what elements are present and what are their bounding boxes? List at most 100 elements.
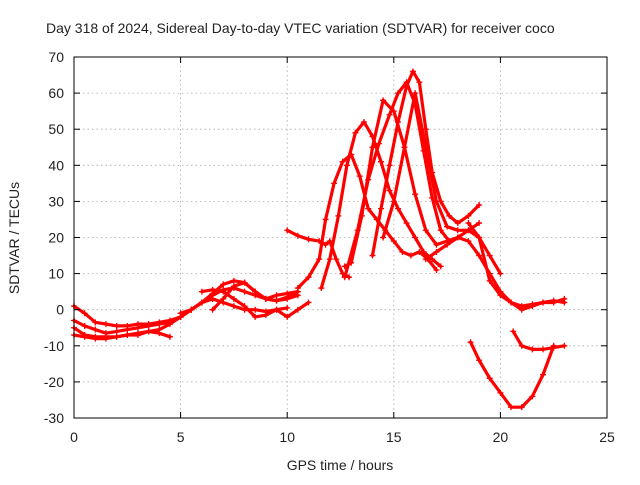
y-tick-label: 0 (56, 302, 64, 318)
data-point (262, 312, 269, 319)
data-point (550, 344, 557, 351)
series-sat-o (422, 234, 568, 310)
data-point (92, 335, 99, 342)
data-point (412, 191, 419, 198)
data-point (294, 306, 301, 313)
data-point (437, 263, 444, 270)
data-point (156, 321, 163, 328)
data-point (198, 299, 205, 306)
series-line (424, 235, 567, 308)
y-tick-label: 10 (48, 266, 64, 282)
data-point (529, 393, 536, 400)
data-point (378, 158, 385, 165)
data-point (177, 310, 184, 317)
data-point (476, 202, 483, 209)
data-point (465, 212, 472, 219)
series-sat-r (510, 328, 568, 353)
x-axis-label: GPS time / hours (287, 457, 394, 473)
data-point (220, 281, 227, 288)
data-point (510, 328, 517, 335)
data-point (284, 313, 291, 320)
data-point (369, 252, 376, 259)
data-point (92, 326, 99, 333)
data-point (124, 331, 131, 338)
data-point (446, 212, 453, 219)
data-point (102, 321, 109, 328)
data-point (102, 335, 109, 342)
data-point (412, 90, 419, 97)
data-point (294, 232, 301, 239)
data-point (433, 241, 440, 248)
data-point (305, 274, 312, 281)
y-tick-label: -20 (44, 374, 64, 390)
data-point (339, 158, 346, 165)
data-point (360, 118, 367, 125)
y-tick-label: 50 (48, 121, 64, 137)
data-point (209, 295, 216, 302)
data-point (322, 241, 329, 248)
data-point (220, 288, 227, 295)
data-point (241, 279, 248, 286)
data-point (518, 342, 525, 349)
data-point (241, 288, 248, 295)
data-point (395, 90, 402, 97)
data-point (273, 306, 280, 313)
data-point (352, 129, 359, 136)
data-point (284, 304, 291, 311)
data-point (318, 285, 325, 292)
y-tick-label: 70 (48, 49, 64, 65)
data-point (145, 328, 152, 335)
series-sat-g (209, 279, 301, 313)
data-point (412, 234, 419, 241)
data-point (369, 144, 376, 151)
data-point (331, 180, 338, 187)
series-sat-q (467, 339, 557, 411)
data-point (508, 299, 515, 306)
data-point (420, 248, 427, 255)
data-point (341, 274, 348, 281)
y-tick-label: 30 (48, 193, 64, 209)
data-point (81, 333, 88, 340)
data-point (230, 295, 237, 302)
data-point (134, 330, 141, 337)
data-point (386, 162, 393, 169)
data-point (209, 286, 216, 293)
data-point (230, 283, 237, 290)
data-point (316, 256, 323, 263)
x-tick-label: 20 (493, 429, 509, 445)
data-point (284, 290, 291, 297)
data-point (454, 227, 461, 234)
x-tick-label: 25 (599, 429, 615, 445)
data-point (326, 256, 333, 263)
data-point (284, 227, 291, 234)
data-point (476, 252, 483, 259)
data-point (305, 299, 312, 306)
series-line (511, 329, 567, 351)
data-point (540, 299, 547, 306)
data-point (422, 144, 429, 151)
data-point (294, 285, 301, 292)
data-point (465, 238, 472, 245)
x-tick-label: 5 (177, 429, 185, 445)
chart-title: Day 318 of 2024, Sidereal Day-to-day VTE… (46, 20, 555, 36)
data-point (375, 140, 382, 147)
data-point (81, 310, 88, 317)
data-point (476, 234, 483, 241)
series-line (72, 286, 300, 328)
data-point (422, 227, 429, 234)
series-line (466, 221, 567, 312)
series-sat-e (177, 295, 291, 317)
data-point (561, 342, 568, 349)
data-point (156, 330, 163, 337)
data-point (550, 297, 557, 304)
series-sat-m (369, 68, 483, 259)
data-point (356, 173, 363, 180)
data-point (145, 322, 152, 329)
data-point (395, 118, 402, 125)
data-point (518, 306, 525, 313)
data-point (92, 319, 99, 326)
data-point (386, 187, 393, 194)
data-point (529, 346, 536, 353)
series-line (370, 69, 481, 258)
